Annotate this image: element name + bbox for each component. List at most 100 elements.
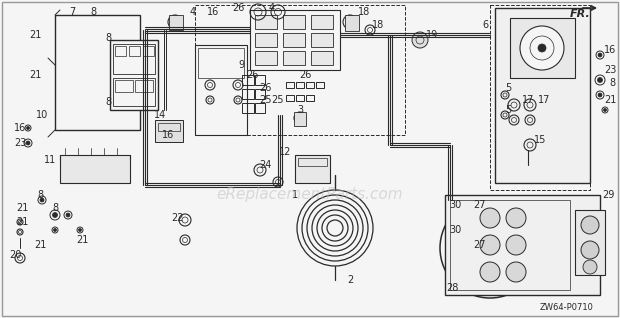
Text: 30: 30	[449, 200, 461, 210]
Text: 16: 16	[604, 45, 616, 55]
Text: 5: 5	[505, 105, 511, 115]
Text: 17: 17	[522, 95, 534, 105]
Bar	[283, 15, 305, 29]
Text: 3: 3	[297, 105, 303, 115]
Bar	[306, 95, 314, 101]
Bar	[450, 200, 570, 290]
Circle shape	[27, 127, 30, 129]
Bar	[129, 46, 140, 56]
Circle shape	[583, 260, 597, 274]
Text: 19: 19	[426, 30, 438, 40]
Bar	[298, 158, 327, 166]
Circle shape	[24, 139, 32, 147]
Bar	[296, 95, 304, 101]
Text: 21: 21	[604, 95, 616, 105]
Circle shape	[581, 216, 599, 234]
Bar	[115, 80, 133, 92]
Bar	[55, 15, 140, 130]
Text: ZW64-P0710: ZW64-P0710	[540, 303, 594, 313]
Circle shape	[603, 108, 606, 112]
Text: 4: 4	[269, 3, 275, 13]
Text: 5: 5	[505, 83, 511, 93]
Bar	[113, 44, 155, 74]
Text: 21: 21	[29, 70, 41, 80]
Text: 16: 16	[14, 123, 26, 133]
Bar	[311, 51, 333, 65]
Circle shape	[595, 75, 605, 85]
Bar	[195, 5, 405, 135]
Text: 27: 27	[472, 240, 485, 250]
Circle shape	[79, 229, 81, 232]
Text: 21: 21	[16, 203, 28, 213]
Bar	[110, 40, 158, 110]
Text: 29: 29	[602, 190, 614, 200]
Text: 14: 14	[154, 110, 166, 120]
Circle shape	[506, 262, 526, 282]
Bar	[490, 5, 590, 190]
Text: 21: 21	[76, 235, 88, 245]
Bar	[250, 10, 340, 70]
Text: 8: 8	[90, 7, 96, 17]
Text: 25: 25	[259, 95, 272, 105]
Circle shape	[53, 229, 56, 232]
Circle shape	[66, 213, 70, 217]
Text: FR.: FR.	[570, 9, 591, 19]
Text: 24: 24	[259, 160, 271, 170]
Bar	[296, 82, 304, 88]
Bar	[115, 46, 126, 56]
Bar	[445, 195, 600, 295]
Text: 7: 7	[69, 7, 75, 17]
Text: 21: 21	[34, 240, 46, 250]
Circle shape	[520, 26, 564, 70]
Bar	[113, 78, 155, 106]
Bar	[135, 80, 153, 92]
Text: 12: 12	[279, 147, 291, 157]
Text: 21: 21	[16, 217, 28, 227]
Text: 23: 23	[604, 65, 616, 75]
Text: 25: 25	[272, 95, 284, 105]
Bar	[255, 51, 277, 65]
Text: 8: 8	[609, 78, 615, 88]
Text: 6: 6	[482, 20, 488, 30]
Text: 11: 11	[44, 155, 56, 165]
Text: 22: 22	[172, 213, 184, 223]
Text: 8: 8	[105, 97, 111, 107]
Bar	[255, 33, 277, 47]
Text: 18: 18	[372, 20, 384, 30]
Bar	[311, 15, 333, 29]
Bar	[495, 8, 590, 183]
Bar	[575, 210, 605, 275]
Bar	[143, 46, 154, 56]
Circle shape	[480, 208, 500, 228]
Bar	[255, 103, 265, 113]
Circle shape	[581, 241, 599, 259]
Circle shape	[598, 78, 603, 82]
Bar	[198, 48, 244, 78]
Circle shape	[506, 235, 526, 255]
Circle shape	[538, 44, 546, 52]
Circle shape	[25, 125, 31, 131]
Circle shape	[52, 227, 58, 233]
Text: 30: 30	[449, 225, 461, 235]
Bar	[283, 51, 305, 65]
Text: 27: 27	[472, 200, 485, 210]
Text: 8: 8	[52, 203, 58, 213]
Text: 16: 16	[162, 130, 174, 140]
Bar	[195, 45, 247, 135]
Text: 1: 1	[292, 190, 298, 200]
Circle shape	[50, 210, 60, 220]
Circle shape	[596, 51, 604, 59]
Text: 21: 21	[29, 30, 41, 40]
Text: eReplacementParts.com: eReplacementParts.com	[216, 188, 404, 203]
Bar	[255, 75, 265, 85]
Circle shape	[480, 262, 500, 282]
Text: 2: 2	[347, 275, 353, 285]
Circle shape	[26, 141, 30, 145]
Circle shape	[40, 198, 44, 202]
Bar	[316, 82, 324, 88]
Circle shape	[38, 196, 46, 204]
Circle shape	[596, 91, 604, 99]
Text: 28: 28	[446, 283, 458, 293]
Bar	[242, 103, 254, 113]
Circle shape	[64, 211, 72, 219]
